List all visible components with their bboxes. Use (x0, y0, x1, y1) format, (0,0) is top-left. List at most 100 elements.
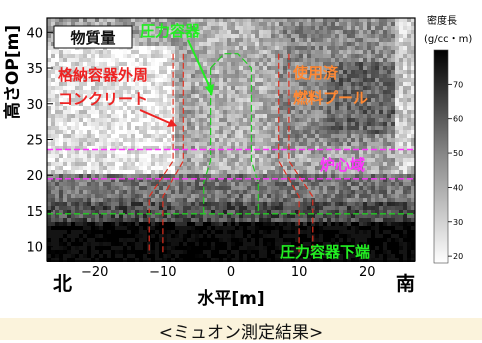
heatmap-cell (79, 102, 83, 106)
heatmap-cell (187, 78, 191, 82)
heatmap-cell (375, 130, 379, 134)
heatmap-cell (183, 214, 187, 218)
heatmap-cell (403, 138, 407, 142)
heatmap-cell (51, 134, 55, 138)
heatmap-cell (371, 178, 375, 182)
heatmap-cell (91, 86, 95, 90)
heatmap-cell (99, 218, 103, 222)
heatmap-cell (275, 122, 279, 126)
heatmap-cell (231, 170, 235, 174)
heatmap-cell (367, 42, 371, 46)
heatmap-cell (355, 230, 359, 234)
heatmap-cell (127, 182, 131, 186)
heatmap-cell (391, 58, 395, 62)
heatmap-cell (287, 186, 291, 190)
heatmap-cell (227, 34, 231, 38)
heatmap-cell (83, 94, 87, 98)
heatmap-cell (371, 138, 375, 142)
heatmap-cell (375, 46, 379, 50)
heatmap-cell (163, 174, 167, 178)
heatmap-cell (91, 226, 95, 230)
heatmap-cell (235, 122, 239, 126)
heatmap-cell (391, 18, 395, 22)
heatmap-cell (271, 186, 275, 190)
heatmap-cell (251, 86, 255, 90)
heatmap-cell (195, 38, 199, 42)
heatmap-cell (307, 74, 311, 78)
heatmap-cell (175, 50, 179, 54)
heatmap-cell (171, 46, 175, 50)
heatmap-cell (211, 130, 215, 134)
heatmap-cell (215, 26, 219, 30)
heatmap-cell (187, 138, 191, 142)
heatmap-cell (379, 66, 383, 70)
heatmap-cell (319, 126, 323, 130)
heatmap-cell (375, 34, 379, 38)
heatmap-cell (315, 186, 319, 190)
heatmap-cell (291, 170, 295, 174)
heatmap-cell (211, 90, 215, 94)
heatmap-cell (263, 18, 267, 22)
heatmap-cell (251, 46, 255, 50)
heatmap-cell (135, 46, 139, 50)
heatmap-cell (111, 202, 115, 206)
heatmap-cell (387, 110, 391, 114)
heatmap-cell (387, 102, 391, 106)
heatmap-cell (239, 178, 243, 182)
heatmap-cell (47, 158, 51, 162)
heatmap-cell (131, 130, 135, 134)
heatmap-cell (83, 102, 87, 106)
heatmap-cell (239, 58, 243, 62)
heatmap-cell (119, 186, 123, 190)
heatmap-cell (335, 74, 339, 78)
heatmap-cell (331, 82, 335, 86)
heatmap-cell (387, 194, 391, 198)
heatmap-cell (171, 26, 175, 30)
heatmap-cell (203, 214, 207, 218)
heatmap-cell (407, 82, 411, 86)
heatmap-cell (299, 82, 303, 86)
heatmap-cell (91, 154, 95, 158)
heatmap-cell (75, 190, 79, 194)
heatmap-cell (247, 218, 251, 222)
heatmap-cell (375, 226, 379, 230)
heatmap-cell (51, 214, 55, 218)
heatmap-cell (103, 130, 107, 134)
heatmap-cell (119, 106, 123, 110)
heatmap-cell (263, 22, 267, 26)
heatmap-cell (191, 70, 195, 74)
heatmap-cell (159, 106, 163, 110)
heatmap-cell (207, 66, 211, 70)
heatmap-cell (403, 122, 407, 126)
heatmap-cell (175, 150, 179, 154)
heatmap-cell (155, 18, 159, 22)
heatmap-cell (315, 38, 319, 42)
heatmap-cell (199, 142, 203, 146)
heatmap-cell (159, 22, 163, 26)
heatmap-cell (83, 150, 87, 154)
heatmap-cell (55, 118, 59, 122)
heatmap-cell (115, 50, 119, 54)
heatmap-cell (63, 162, 67, 166)
heatmap-cell (123, 218, 127, 222)
heatmap-cell (79, 138, 83, 142)
heatmap-cell (295, 158, 299, 162)
heatmap-cell (183, 190, 187, 194)
heatmap-cell (307, 122, 311, 126)
heatmap-cell (191, 54, 195, 58)
heatmap-cell (327, 98, 331, 102)
heatmap-cell (59, 178, 63, 182)
heatmap-cell (59, 102, 63, 106)
heatmap-cell (247, 46, 251, 50)
heatmap-cell (235, 98, 239, 102)
heatmap-cell (411, 206, 415, 210)
heatmap-cell (255, 98, 259, 102)
heatmap-cell (367, 162, 371, 166)
heatmap-cell (127, 126, 131, 130)
heatmap-cell (191, 98, 195, 102)
heatmap-cell (383, 210, 387, 214)
heatmap-cell (399, 162, 403, 166)
heatmap-cell (139, 126, 143, 130)
heatmap-cell (231, 66, 235, 70)
